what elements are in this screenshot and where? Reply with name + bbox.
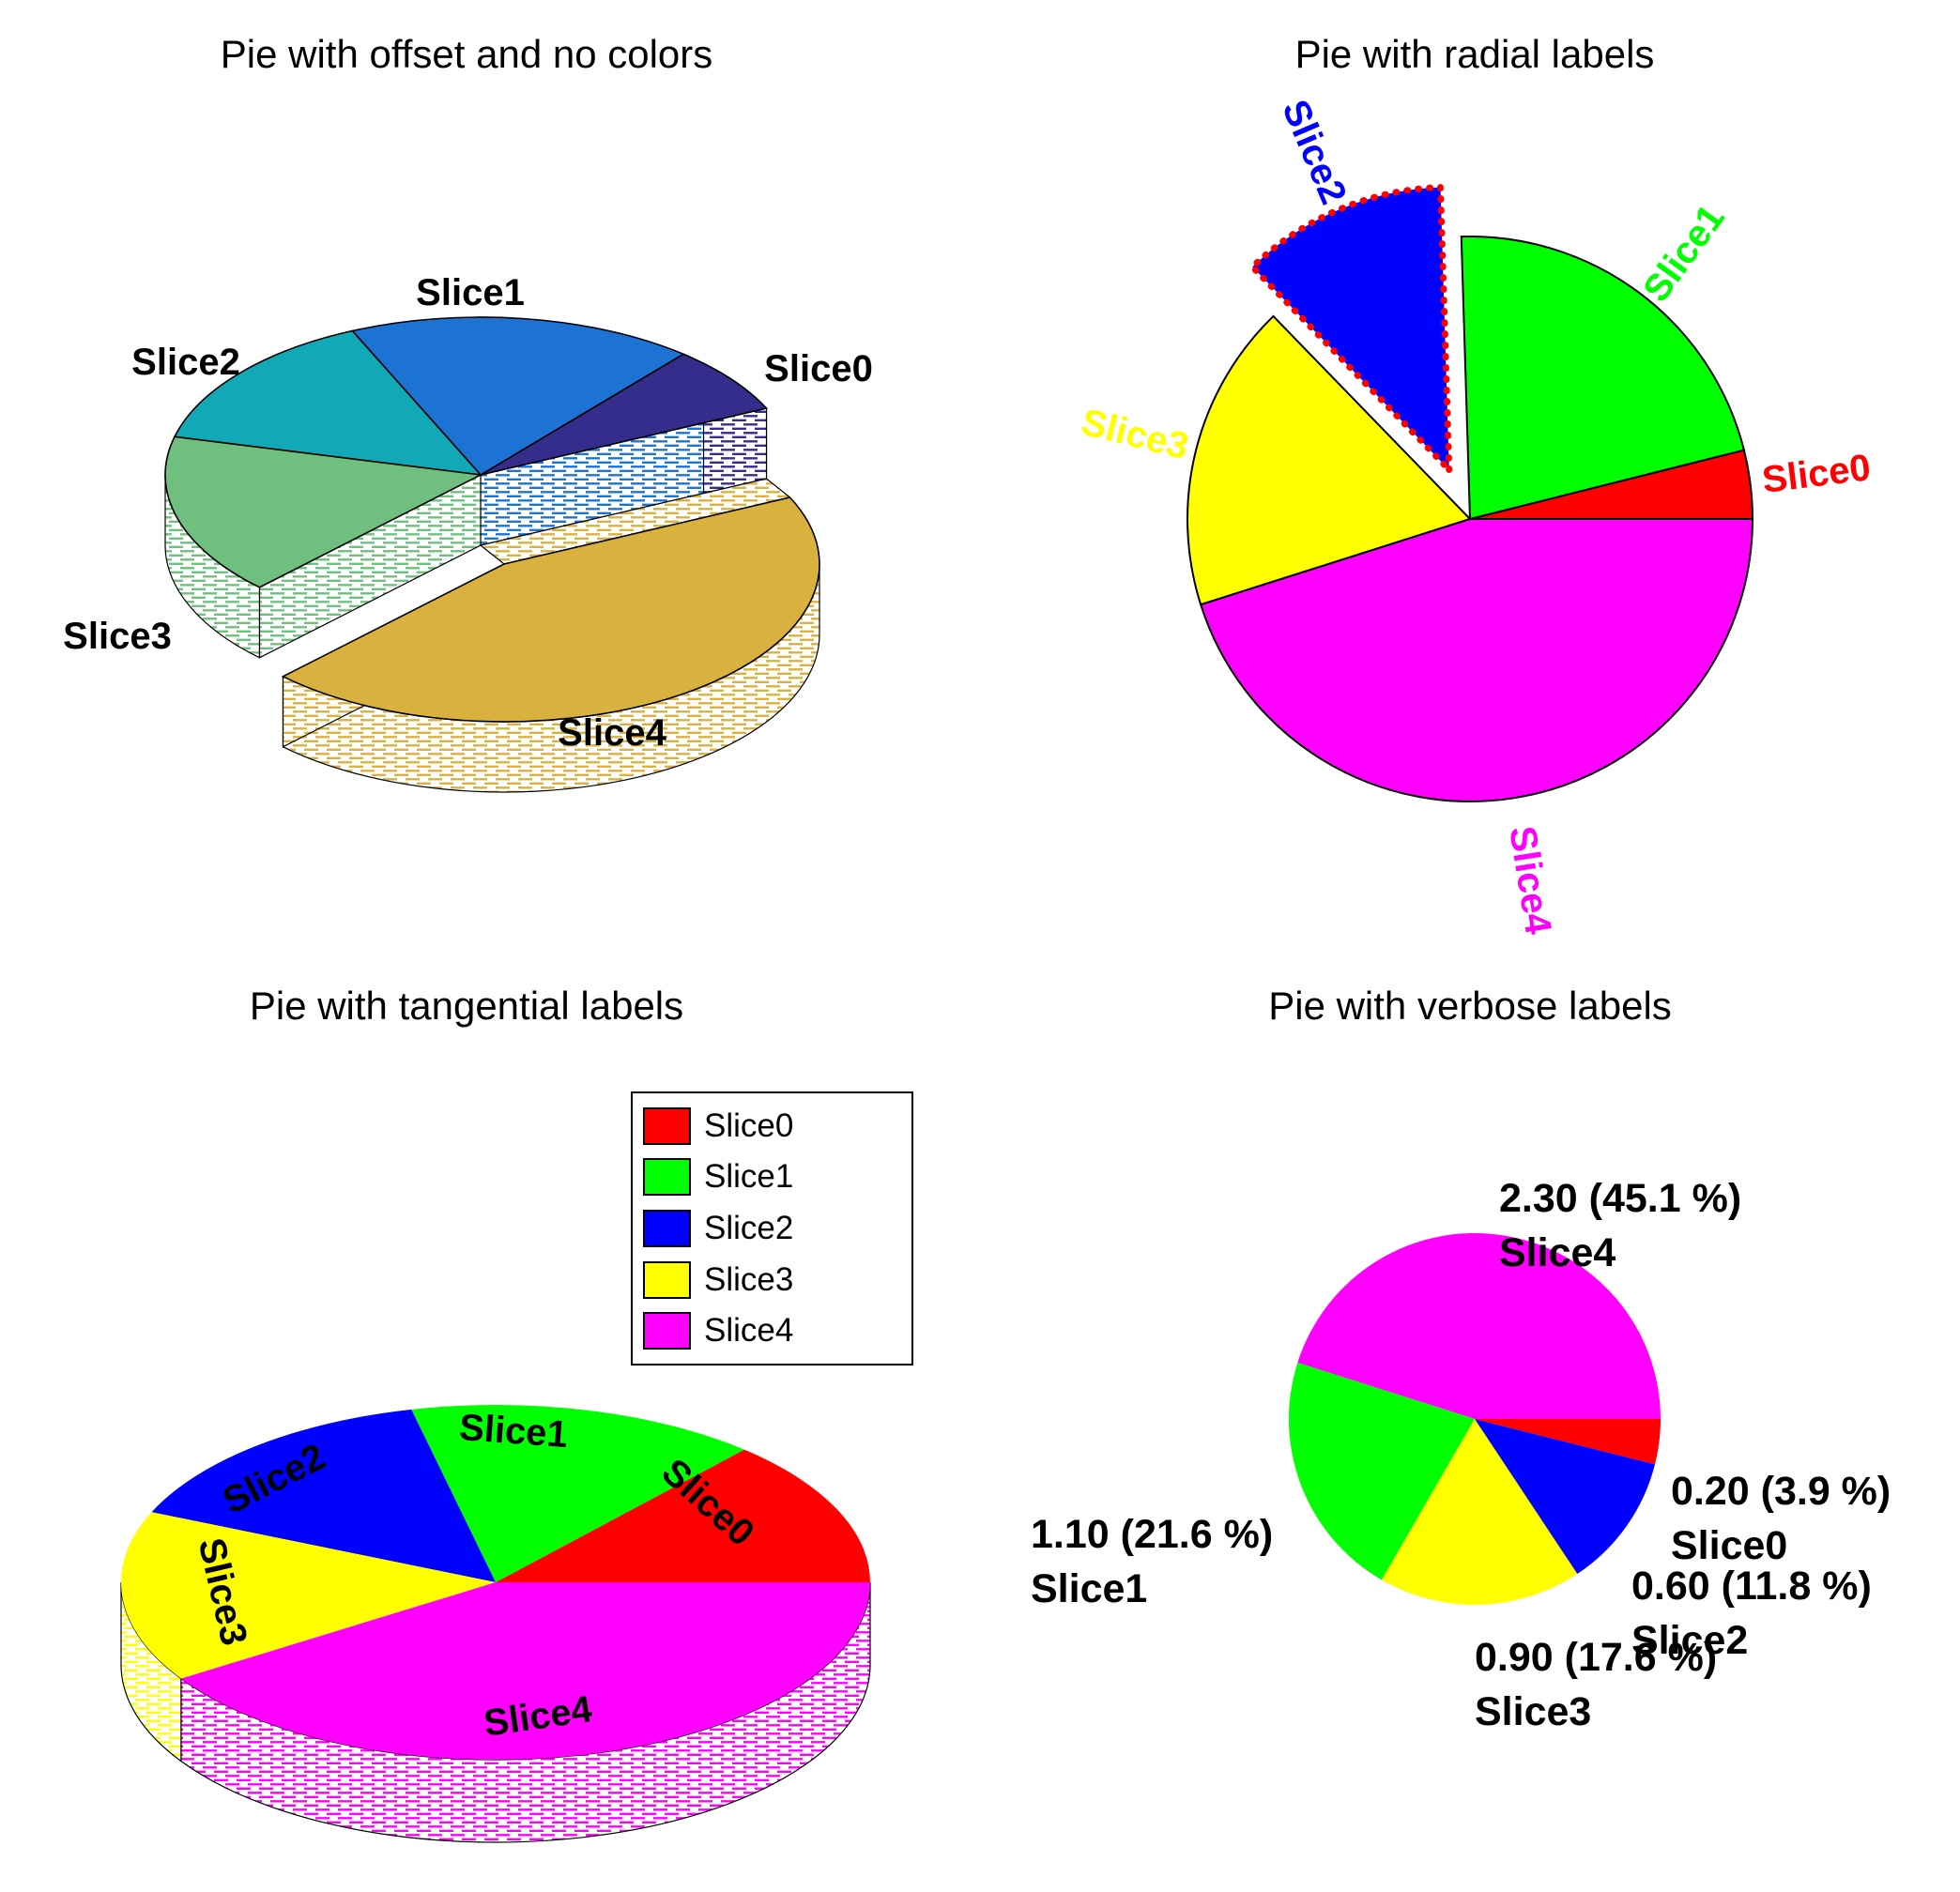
legend-swatch-slice4 [643,1312,691,1350]
pie-slice [1382,1419,1578,1605]
verbose-label-name: Slice0 [1671,1523,1787,1568]
pie-slice [411,1404,744,1582]
legend-item-slice4: Slice4 [643,1312,911,1350]
verbose-label-value: 2.30 (45.1 %) [1499,1176,1741,1221]
legend-swatch-slice1 [643,1158,691,1197]
legend-label-slice2: Slice2 [704,1209,794,1246]
slice-label: Slice2 [1274,94,1355,210]
pie-slice [1199,518,1754,802]
slice-label: Slice0 [1760,447,1873,501]
pie-slice [164,435,483,588]
legend-label-slice4: Slice4 [704,1312,794,1350]
pie-slice [151,1409,497,1582]
slice-label: Slice2 [131,342,240,383]
pie-slice [480,353,769,476]
legend-swatch-slice3 [643,1260,691,1299]
legend-swatch-slice2 [643,1209,691,1247]
pie2d-pie-with-verbose-labels: 2.30 (45.1 %) Slice4 0.20 (3.9 %) Slice00.6… [1031,1176,1891,1734]
pie-slice [350,316,685,477]
pie-slice [1187,314,1472,606]
legend: Slice0 Slice1 Slice2 Slice3 Slice4 [631,1091,913,1366]
slice-label: Slice3 [63,616,172,657]
pie-slice [1297,1233,1661,1419]
slice-label: Slice4 [558,712,666,754]
legend-swatch-slice0 [643,1106,691,1145]
legend-item-slice2: Slice2 [643,1209,911,1247]
pie3d-pie-with-offset-and-no-colors: Slice0 Slice1 Slice2 Slice3 Slice4 [63,272,873,793]
slice-label: Slice1 [458,1407,569,1456]
pie-slice-exploded [281,496,820,723]
pie-slice [180,1582,871,1761]
title-pie-offset-no-colors: Pie with offset and no colors [220,32,713,76]
pie-slice [1289,1362,1475,1580]
legend-item-slice3: Slice3 [643,1260,911,1299]
pie-slice [1460,236,1746,521]
pie-slice-exploded [1248,184,1453,474]
legend-item-slice1: Slice1 [643,1158,911,1197]
pie-slice [173,329,483,477]
pie-slice [1475,1419,1656,1575]
pie2d-pie-with-radial-labels: Slice0 Slice1 Slice2 Slice3 Slice4 [1078,94,1874,938]
verbose-label-name: Slice1 [1031,1566,1147,1611]
legend-item-slice0: Slice0 [643,1106,911,1145]
verbose-label-name: Slice2 [1631,1618,1748,1663]
title-pie-radial-labels: Pie with radial labels [1294,32,1655,76]
verbose-label-value: 1.10 (21.6 %) [1031,1512,1273,1557]
legend-label-slice1: Slice1 [704,1158,794,1196]
legend-label-slice3: Slice3 [704,1260,794,1298]
pie-slice [496,1449,870,1582]
pie-slice [1475,1419,1661,1465]
verbose-label-name: Slice3 [1475,1689,1591,1734]
verbose-label-name: Slice4 [1499,1230,1615,1275]
slice-label: Slice1 [416,272,525,313]
title-pie-tangential-labels: Pie with tangential labels [249,984,684,1028]
slice-label: Slice0 [764,348,873,389]
verbose-label-value: 0.20 (3.9 %) [1671,1469,1891,1514]
slice-label: Slice1 [1635,197,1733,309]
slice-label: Slice3 [1078,402,1193,468]
pie-slice [120,1512,497,1679]
verbose-label-value: 0.60 (11.8 %) [1631,1564,1872,1609]
title-pie-verbose-labels: Pie with verbose labels [1268,984,1672,1028]
slice-label: Slice4 [1501,823,1559,938]
legend-label-slice0: Slice0 [704,1106,794,1144]
verbose-label-value: 0.90 (17.6 %) [1475,1635,1717,1680]
